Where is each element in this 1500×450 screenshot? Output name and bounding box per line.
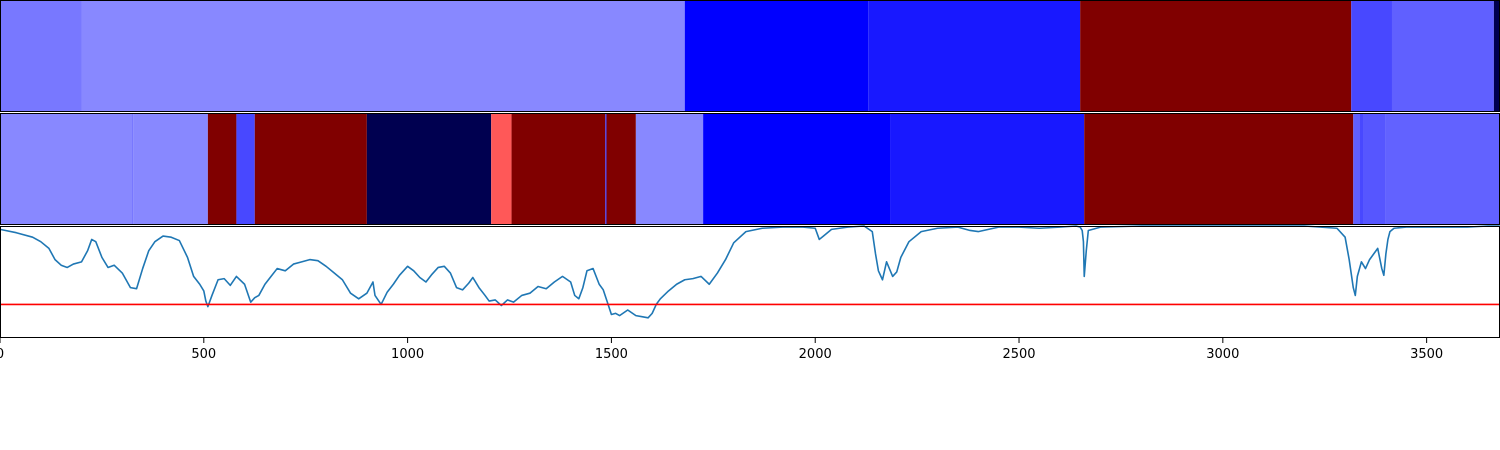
segmentation-strip-top	[0, 0, 1500, 112]
segment-2-5	[254, 113, 367, 225]
segment-2-13	[890, 113, 1085, 225]
x-tick-label-1000: 1000	[391, 347, 424, 362]
segment-2-3	[207, 113, 237, 225]
x-axis: 0 500 1000 1500 2000 2500 3000 3500	[0, 338, 1443, 362]
segment-2-14	[1084, 113, 1354, 225]
segment-1-4	[1080, 0, 1352, 112]
segment-1-1	[81, 0, 685, 112]
segment-1-2	[684, 0, 869, 112]
segment-1-3	[868, 0, 1081, 112]
segment-1-6	[1391, 0, 1494, 112]
segment-2-7	[491, 113, 512, 225]
segment-2-18	[1385, 113, 1500, 225]
segment-2-17	[1363, 113, 1386, 225]
segment-2-12	[703, 113, 891, 225]
segment-2-8	[511, 113, 606, 225]
segment-2-1	[132, 113, 134, 225]
x-tick-label-0: 0	[0, 347, 4, 362]
x-tick-label-3500: 3500	[1410, 347, 1443, 362]
segment-2-4	[236, 113, 255, 225]
segment-2-10	[606, 113, 636, 225]
segment-2-2	[133, 113, 208, 225]
x-tick-label-2500: 2500	[1002, 347, 1035, 362]
x-tick-label-2000: 2000	[799, 347, 832, 362]
segment-1-7	[1493, 0, 1500, 112]
x-tick-label-500: 500	[191, 347, 216, 362]
segmentation-strip-middle	[0, 113, 1500, 225]
segment-2-11	[635, 113, 704, 225]
segment-2-9	[605, 113, 607, 225]
segment-2-16	[1359, 113, 1364, 225]
line-panel-background	[0, 226, 1500, 338]
segment-1-0	[0, 0, 82, 112]
signal-line-panel	[0, 225, 1500, 338]
x-tick-label-3000: 3000	[1206, 347, 1239, 362]
segment-2-0	[0, 113, 133, 225]
signal-line	[0, 225, 1500, 319]
segment-2-15	[1353, 113, 1360, 225]
segment-1-5	[1351, 0, 1392, 112]
x-tick-label-1500: 1500	[595, 347, 628, 362]
segment-2-6	[366, 113, 492, 225]
